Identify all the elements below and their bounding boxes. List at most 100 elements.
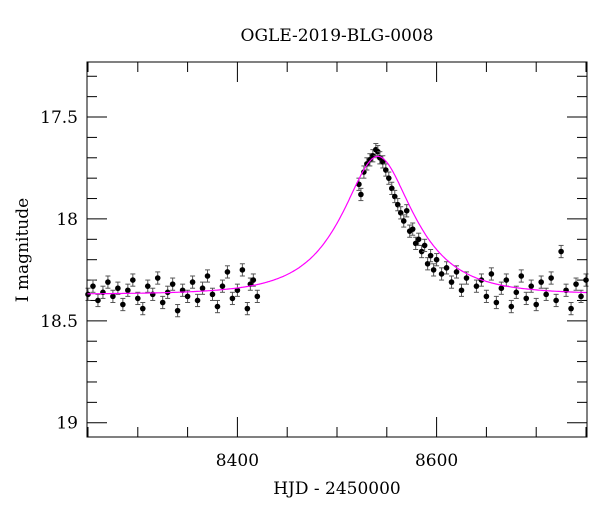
point-marker — [194, 297, 201, 304]
point-marker — [199, 285, 206, 292]
data-point — [438, 267, 445, 281]
point-marker — [553, 297, 559, 304]
y-tick-label: 17.5 — [40, 108, 78, 128]
y-axis-label: I magnitude — [13, 198, 33, 302]
point-marker — [254, 293, 261, 300]
point-marker — [463, 275, 470, 281]
point-marker — [154, 275, 161, 281]
data-point — [518, 269, 525, 283]
data-point — [90, 279, 96, 293]
point-marker — [250, 277, 257, 283]
data-point — [498, 281, 505, 295]
point-marker — [234, 287, 241, 294]
data-point — [149, 287, 156, 301]
data-point — [370, 149, 376, 163]
y-tick-label: 19 — [56, 414, 78, 434]
data-point — [403, 204, 410, 218]
point-marker — [391, 193, 398, 200]
data-point — [533, 297, 540, 312]
data-point — [473, 279, 480, 293]
point-marker — [543, 291, 549, 298]
chart-title: OGLE-2019-BLG-0008 — [241, 26, 434, 46]
point-marker — [573, 281, 579, 287]
data-point — [391, 189, 398, 204]
point-marker — [184, 293, 191, 300]
data-point — [250, 273, 257, 287]
point-marker — [448, 279, 455, 285]
point-marker — [415, 236, 422, 243]
point-marker — [204, 273, 211, 279]
data-point — [421, 238, 428, 253]
point-marker — [403, 207, 410, 214]
point-marker — [409, 226, 416, 232]
point-marker — [95, 297, 101, 304]
data-point — [224, 265, 231, 279]
data-point — [254, 289, 261, 303]
point-marker — [483, 293, 490, 300]
data-point — [239, 263, 246, 277]
point-marker — [139, 305, 146, 312]
data-point — [105, 275, 111, 289]
point-marker — [134, 295, 141, 302]
data-point — [433, 253, 440, 267]
data-point — [508, 299, 515, 314]
point-marker — [412, 240, 419, 247]
data-point — [110, 289, 116, 303]
point-marker — [558, 248, 564, 255]
point-marker — [385, 175, 392, 181]
point-marker — [189, 279, 196, 285]
point-marker — [518, 273, 525, 279]
data-point — [523, 291, 530, 306]
data-point — [409, 222, 416, 236]
point-marker — [578, 293, 584, 300]
data-point — [563, 283, 569, 297]
data-point — [418, 244, 425, 259]
x-tick-label: 8400 — [216, 451, 259, 471]
point-marker — [159, 299, 166, 306]
point-marker — [488, 271, 495, 277]
point-marker — [583, 277, 589, 283]
point-marker — [105, 279, 111, 285]
data-point — [144, 279, 151, 293]
data-point — [115, 281, 121, 295]
point-marker — [458, 287, 465, 294]
point-marker — [493, 299, 500, 306]
data-point — [219, 279, 226, 293]
point-marker — [538, 279, 544, 285]
data-point — [134, 291, 141, 306]
point-marker — [380, 159, 386, 165]
data-point — [394, 198, 401, 212]
point-marker — [513, 289, 520, 296]
point-marker — [388, 185, 395, 192]
point-marker — [400, 218, 407, 224]
point-marker — [214, 303, 221, 310]
point-marker — [229, 295, 236, 302]
point-marker — [433, 256, 440, 263]
data-point — [385, 171, 392, 185]
point-marker — [503, 277, 510, 283]
data-point — [568, 301, 574, 316]
point-marker — [90, 283, 96, 289]
data-point — [583, 273, 589, 287]
point-marker — [427, 252, 434, 259]
point-marker — [394, 201, 401, 208]
model-curve — [87, 155, 587, 295]
y-tick-label: 18 — [56, 210, 78, 230]
data-point — [189, 275, 196, 289]
point-marker — [125, 287, 131, 294]
point-marker — [115, 285, 121, 292]
data-point — [415, 232, 422, 246]
data-point — [424, 257, 431, 271]
data-point — [528, 279, 535, 293]
data-point — [558, 244, 564, 259]
data-point — [400, 214, 407, 228]
data-point — [553, 293, 559, 308]
point-marker — [498, 285, 505, 292]
point-marker — [219, 283, 226, 289]
data-point — [448, 275, 455, 289]
data-point — [430, 263, 437, 277]
data-point — [493, 295, 500, 310]
point-marker — [438, 271, 445, 277]
data-point — [427, 249, 434, 263]
point-marker — [367, 157, 373, 163]
